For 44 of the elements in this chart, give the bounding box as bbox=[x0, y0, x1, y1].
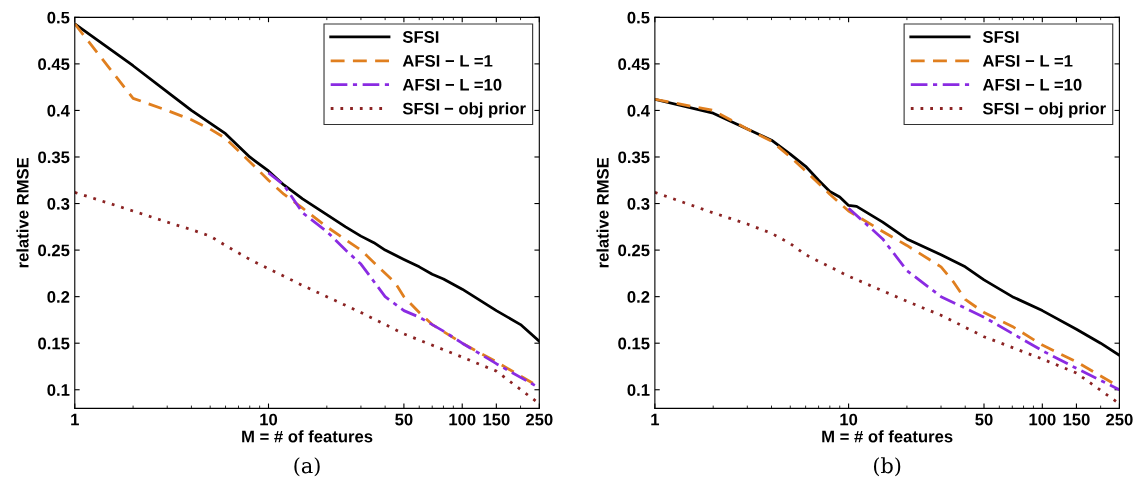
y-axis-title: relative RMSE bbox=[16, 157, 29, 268]
y-tick-label: 0.4 bbox=[627, 104, 650, 117]
x-tick-label: 150 bbox=[483, 413, 510, 426]
y-tick-label: 0.5 bbox=[47, 11, 70, 24]
y-tick-label: 0.25 bbox=[38, 244, 70, 257]
x-tick-label: 250 bbox=[1106, 413, 1133, 426]
text: (b) bbox=[873, 457, 901, 477]
legend-label: SFSI − obj prior bbox=[982, 102, 1106, 118]
legend-label: AFSI − L =1 bbox=[982, 54, 1073, 67]
x-tick-label: 150 bbox=[1063, 413, 1090, 426]
y-tick-label: 0.45 bbox=[38, 58, 70, 71]
x-tick-label: 10 bbox=[260, 413, 278, 426]
legend-label: SFSI − obj prior bbox=[402, 102, 526, 118]
legend-label: SFSI bbox=[402, 31, 439, 43]
y-tick-label: 0.3 bbox=[627, 197, 650, 210]
y-tick-label: 0.3 bbox=[47, 197, 70, 210]
x-axis-title: M = # of features bbox=[822, 430, 953, 443]
legend-label: AFSI − L =1 bbox=[402, 54, 493, 67]
x-axis-title: M = # of features bbox=[242, 430, 373, 443]
y-tick-label: 0.35 bbox=[38, 151, 70, 164]
x-tick-label: 50 bbox=[975, 413, 993, 426]
y-tick-label: 0.25 bbox=[618, 244, 650, 257]
y-tick-label: 0.2 bbox=[627, 291, 650, 303]
y-tick-label: 0.15 bbox=[618, 337, 650, 350]
y-tick-label: 0.45 bbox=[618, 58, 650, 71]
y-tick-label: 0.35 bbox=[618, 151, 650, 164]
y-tick-label: 0.2 bbox=[47, 291, 70, 303]
legend-label: SFSI bbox=[982, 31, 1019, 43]
legend-label: AFSI − L =10 bbox=[402, 78, 502, 91]
y-tick-label: 0.4 bbox=[47, 104, 70, 117]
y-axis-title: relative RMSE bbox=[596, 157, 609, 268]
y-tick-label: 0.1 bbox=[47, 384, 70, 396]
y-tick-label: 0.5 bbox=[627, 11, 650, 24]
x-tick-label: 1 bbox=[71, 413, 79, 426]
x-tick-label: 250 bbox=[525, 413, 553, 426]
x-tick-label: 1 bbox=[651, 413, 660, 426]
x-tick-label: 50 bbox=[395, 413, 413, 426]
text: (a) bbox=[294, 457, 320, 477]
x-tick-label: 100 bbox=[1029, 413, 1056, 426]
x-tick-label: 10 bbox=[840, 413, 858, 426]
x-tick-label: 100 bbox=[449, 413, 476, 426]
y-tick-label: 0.1 bbox=[627, 384, 650, 396]
y-tick-label: 0.15 bbox=[38, 337, 70, 350]
legend-label: AFSI − L =10 bbox=[982, 78, 1082, 91]
